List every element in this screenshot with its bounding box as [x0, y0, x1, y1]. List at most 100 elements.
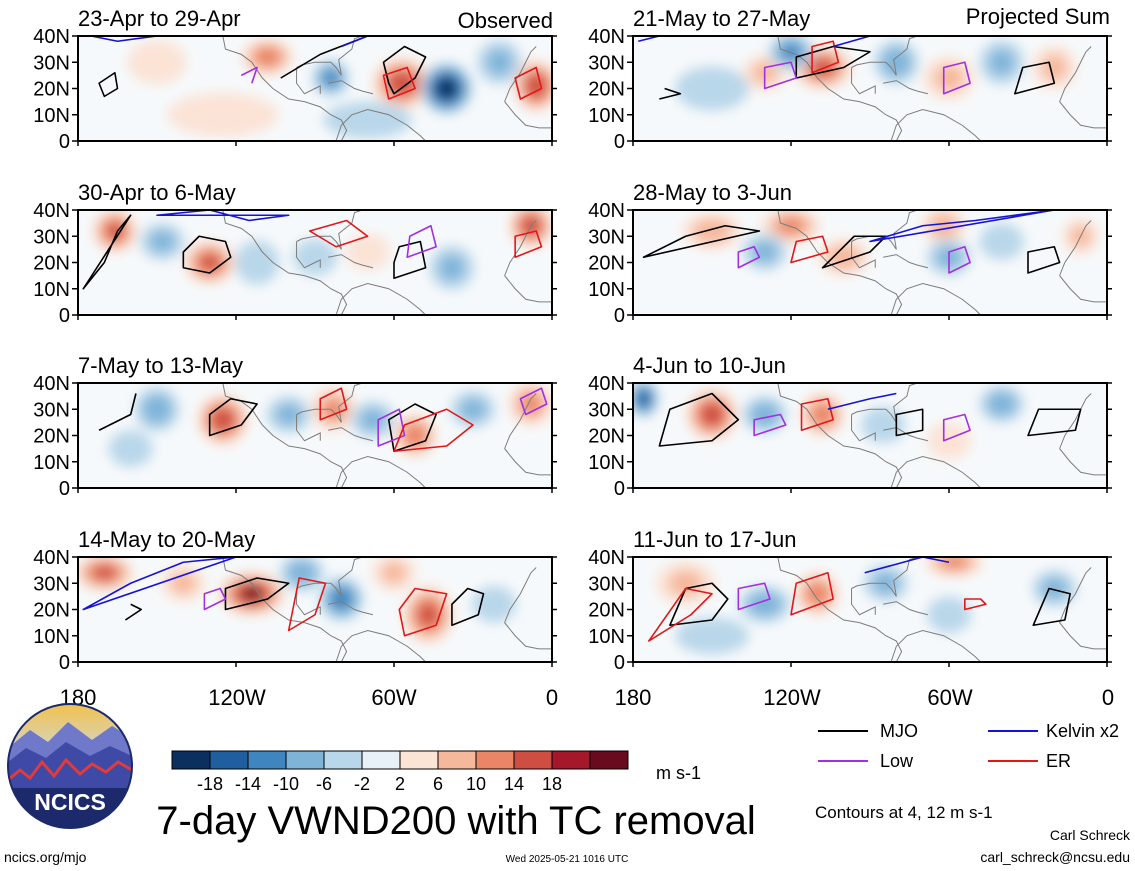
colorbar-swatch — [361, 750, 401, 770]
anomaly-shading — [275, 403, 302, 426]
coastline — [851, 383, 918, 423]
y-tick-label: 40N — [588, 547, 625, 569]
anomaly-shading — [360, 409, 386, 431]
coastline — [335, 108, 426, 141]
contour-line — [287, 577, 327, 632]
coastline — [504, 46, 537, 102]
contour-line — [1014, 61, 1056, 95]
y-tick-label: 10N — [33, 279, 70, 301]
colorbar-swatch — [323, 750, 363, 770]
anomaly-shading — [439, 255, 465, 281]
anomaly-shading — [988, 49, 1015, 75]
contour-line — [790, 235, 829, 264]
anomaly-shading — [234, 240, 280, 285]
map-panel: 40N 30N 20N 10N 0 14-May to 20-May — [33, 527, 557, 674]
anomaly-shading — [200, 254, 220, 271]
coastline — [851, 588, 876, 616]
x-tick-label: 0 — [546, 685, 558, 710]
map-panel: 40N 30N 20N 10N 0 23-Apr to 29-Apr — [33, 6, 557, 153]
y-tick-label: 0 — [614, 131, 625, 153]
panel-title: 23-Apr to 29-Apr — [78, 6, 241, 31]
anomaly-shading — [675, 66, 749, 111]
y-tick-label: 10N — [33, 452, 70, 474]
y-tick-label: 10N — [588, 626, 625, 648]
anomaly-shading — [418, 604, 438, 626]
anomaly-shading — [934, 65, 964, 91]
anomaly-shading — [668, 570, 703, 596]
panel-title: 11-Jun to 17-Jun — [633, 527, 796, 552]
contour-line — [948, 245, 971, 274]
y-tick-label: 0 — [614, 652, 625, 674]
colorbar-swatch — [475, 750, 515, 770]
anomaly-shading — [436, 78, 457, 99]
contour-line — [224, 577, 290, 611]
coastline — [296, 241, 321, 269]
contour-line — [642, 224, 761, 259]
contour-line — [1027, 408, 1082, 437]
panel-title: 14-May to 20-May — [78, 527, 255, 552]
y-tick-label: 20N — [588, 253, 625, 275]
contour-line — [451, 587, 485, 627]
anomaly-shading — [861, 406, 906, 444]
observed-label: Observed — [458, 8, 553, 33]
colorbar-label: 6 — [433, 774, 443, 794]
coastline — [851, 67, 876, 95]
anomaly-shading — [142, 394, 172, 424]
coastline — [1059, 567, 1092, 623]
coastline — [1059, 275, 1107, 303]
contour-line — [393, 240, 427, 280]
anomaly-shading — [287, 560, 317, 585]
coastline — [1059, 101, 1107, 129]
y-tick-label: 40N — [588, 200, 625, 222]
contour-line — [308, 219, 369, 248]
contour-line — [182, 235, 232, 274]
contour-line — [82, 214, 132, 290]
coastline — [851, 210, 918, 250]
anomaly-shading — [108, 430, 153, 467]
colorbar-label: -6 — [316, 774, 332, 794]
contour-line — [514, 66, 543, 100]
contour-line — [832, 36, 871, 48]
y-tick-label: 10N — [588, 452, 625, 474]
anomaly-shading — [881, 47, 911, 77]
coastline — [1059, 393, 1092, 449]
colorbar-swatch — [285, 750, 325, 770]
coastline — [296, 67, 321, 95]
x-tick-label: 120W — [763, 685, 821, 710]
contour-line — [869, 210, 1056, 243]
contours-note: Contours at 4, 12 m s-1 — [815, 803, 993, 822]
coastline — [504, 567, 537, 623]
coastline — [883, 254, 929, 269]
y-tick-label: 30N — [588, 573, 625, 595]
y-tick-label: 30N — [588, 52, 625, 74]
y-tick-label: 20N — [33, 426, 70, 448]
contour-line — [1027, 245, 1061, 274]
y-tick-label: 30N — [588, 226, 625, 248]
y-tick-label: 0 — [59, 305, 70, 327]
contour-line — [514, 230, 543, 259]
coastline — [335, 282, 426, 315]
x-tick-label: 60W — [371, 685, 416, 710]
y-tick-label: 20N — [588, 426, 625, 448]
coastline — [335, 455, 426, 488]
coastline — [883, 427, 929, 442]
y-tick-label: 20N — [33, 253, 70, 275]
anomaly-shading — [979, 223, 1024, 260]
colorbar-swatch — [171, 750, 211, 770]
y-tick-label: 20N — [33, 600, 70, 622]
contour-line — [827, 392, 897, 411]
y-tick-label: 40N — [588, 26, 625, 48]
colorbar-swatch — [437, 750, 477, 770]
coastline — [890, 282, 981, 315]
x-tick-label: 180 — [615, 685, 652, 710]
contour-line — [82, 557, 237, 611]
x-tick-label: 120W — [208, 685, 266, 710]
coastline — [1059, 220, 1092, 276]
anomaly-shading — [241, 586, 263, 601]
map-panel: 40N 30N 20N 10N 0 4-Jun to 10-Jun — [588, 353, 1112, 500]
anomaly-shading — [322, 70, 339, 86]
coastline — [777, 36, 903, 141]
colorbar-swatch — [551, 750, 591, 770]
contour-line — [377, 408, 406, 447]
colorbar-label: 18 — [542, 774, 562, 794]
